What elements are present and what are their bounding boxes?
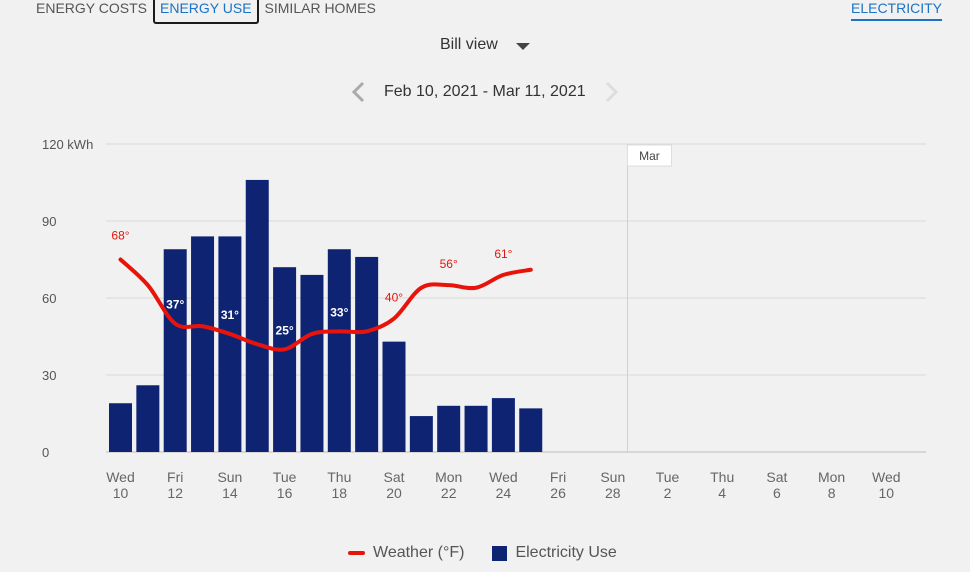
x-tick-day-label: Thu <box>327 469 351 485</box>
electricity-bar <box>464 405 488 452</box>
x-tick-date-label: 26 <box>550 485 566 501</box>
x-tick-day-label: Tue <box>656 469 680 485</box>
x-tick-date-label: 22 <box>441 485 457 501</box>
electricity-bar <box>382 341 406 452</box>
x-tick-date-label: 12 <box>167 485 183 501</box>
weather-line <box>118 257 533 352</box>
electricity-bar <box>109 403 132 452</box>
x-tick-day-label: Tue <box>273 469 297 485</box>
x-tick-date-label: 10 <box>113 485 129 501</box>
x-tick-day-label: Sun <box>600 469 625 485</box>
electricity-bar <box>163 249 187 452</box>
electricity-bar <box>327 249 351 452</box>
electricity-bar <box>355 256 379 452</box>
weather-data-label: 33° <box>330 305 348 319</box>
month-marker-box <box>626 144 672 167</box>
y-tick-label: 90 <box>42 214 56 229</box>
x-tick-day-label: Thu <box>710 469 734 485</box>
electricity-bar <box>437 405 461 452</box>
tab-energy-use[interactable]: ENERGY USE <box>153 0 259 24</box>
x-tick-day-label: Sat <box>766 469 787 485</box>
electricity-bar <box>519 408 543 452</box>
x-tick-day-label: Fri <box>167 469 183 485</box>
electricity-bar-swatch <box>492 545 508 561</box>
y-tick-label: 0 <box>42 445 49 460</box>
weather-data-label: 61° <box>494 247 512 261</box>
legend-electricity-use[interactable]: Electricity Use <box>492 544 617 562</box>
x-tick-day-label: Sun <box>217 469 242 485</box>
bill-view-dropdown[interactable]: Bill view <box>440 36 530 54</box>
x-tick-date-label: 24 <box>496 485 512 501</box>
x-tick-date-label: 28 <box>605 485 621 501</box>
electricity-bar <box>191 236 215 452</box>
weather-data-label: 31° <box>221 308 239 322</box>
chart-legend: Weather (°F) Electricity Use <box>348 544 645 562</box>
weather-data-label: 40° <box>385 291 403 305</box>
electricity-bar <box>218 236 242 452</box>
electricity-bar <box>273 267 297 452</box>
y-tick-label: 30 <box>42 368 56 383</box>
electricity-bar <box>409 416 433 452</box>
weather-data-label: 68° <box>111 229 129 243</box>
tab-electricity[interactable]: ELECTRICITY <box>850 0 942 21</box>
legend-weather[interactable]: Weather (°F) <box>348 544 464 562</box>
x-tick-date-label: 18 <box>332 485 348 501</box>
date-navigation: Feb 10, 2021 - Mar 11, 2021 <box>346 80 624 104</box>
x-tick-date-label: 4 <box>718 485 726 501</box>
x-tick-date-label: 8 <box>828 485 836 501</box>
tab-bar: ENERGY COSTS ENERGY USE SIMILAR HOMES <box>30 0 382 24</box>
electricity-bar <box>245 179 269 452</box>
x-tick-date-label: 10 <box>879 485 895 501</box>
x-tick-date-label: 20 <box>386 485 402 501</box>
x-tick-day-label: Wed <box>872 469 901 485</box>
bill-view-label: Bill view <box>440 36 498 53</box>
weather-data-label: 25° <box>276 323 294 337</box>
x-tick-day-label: Sat <box>383 469 404 485</box>
next-period-button[interactable] <box>600 80 624 104</box>
x-tick-day-label: Mon <box>435 469 462 485</box>
x-tick-day-label: Wed <box>489 469 518 485</box>
tab-similar-homes[interactable]: SIMILAR HOMES <box>264 0 376 16</box>
weather-line-swatch <box>348 551 365 555</box>
legend-electricity-label: Electricity Use <box>515 544 617 561</box>
tab-energy-costs[interactable]: ENERGY COSTS <box>36 0 147 16</box>
x-tick-date-label: 14 <box>222 485 238 501</box>
electricity-bar <box>136 385 160 452</box>
chevron-down-icon <box>515 42 530 50</box>
x-tick-date-label: 16 <box>277 485 293 501</box>
date-range-label: Feb 10, 2021 - Mar 11, 2021 <box>384 83 586 100</box>
x-tick-day-label: Wed <box>106 469 135 485</box>
month-marker-label: Mar <box>639 149 660 163</box>
x-tick-date-label: 6 <box>773 485 781 501</box>
chevron-left-icon <box>351 81 365 103</box>
electricity-bar <box>300 274 324 452</box>
x-tick-day-label: Fri <box>550 469 566 485</box>
x-tick-day-label: Mon <box>818 469 845 485</box>
y-tick-label: 60 <box>42 291 56 306</box>
weather-data-label: 37° <box>166 298 184 312</box>
previous-period-button[interactable] <box>346 80 370 104</box>
legend-weather-label: Weather (°F) <box>373 544 465 561</box>
chevron-right-icon <box>605 81 618 103</box>
electricity-bar <box>491 398 515 452</box>
x-tick-date-label: 2 <box>664 485 672 501</box>
y-tick-label: 120 kWh <box>42 137 93 152</box>
weather-data-label: 56° <box>440 257 458 271</box>
